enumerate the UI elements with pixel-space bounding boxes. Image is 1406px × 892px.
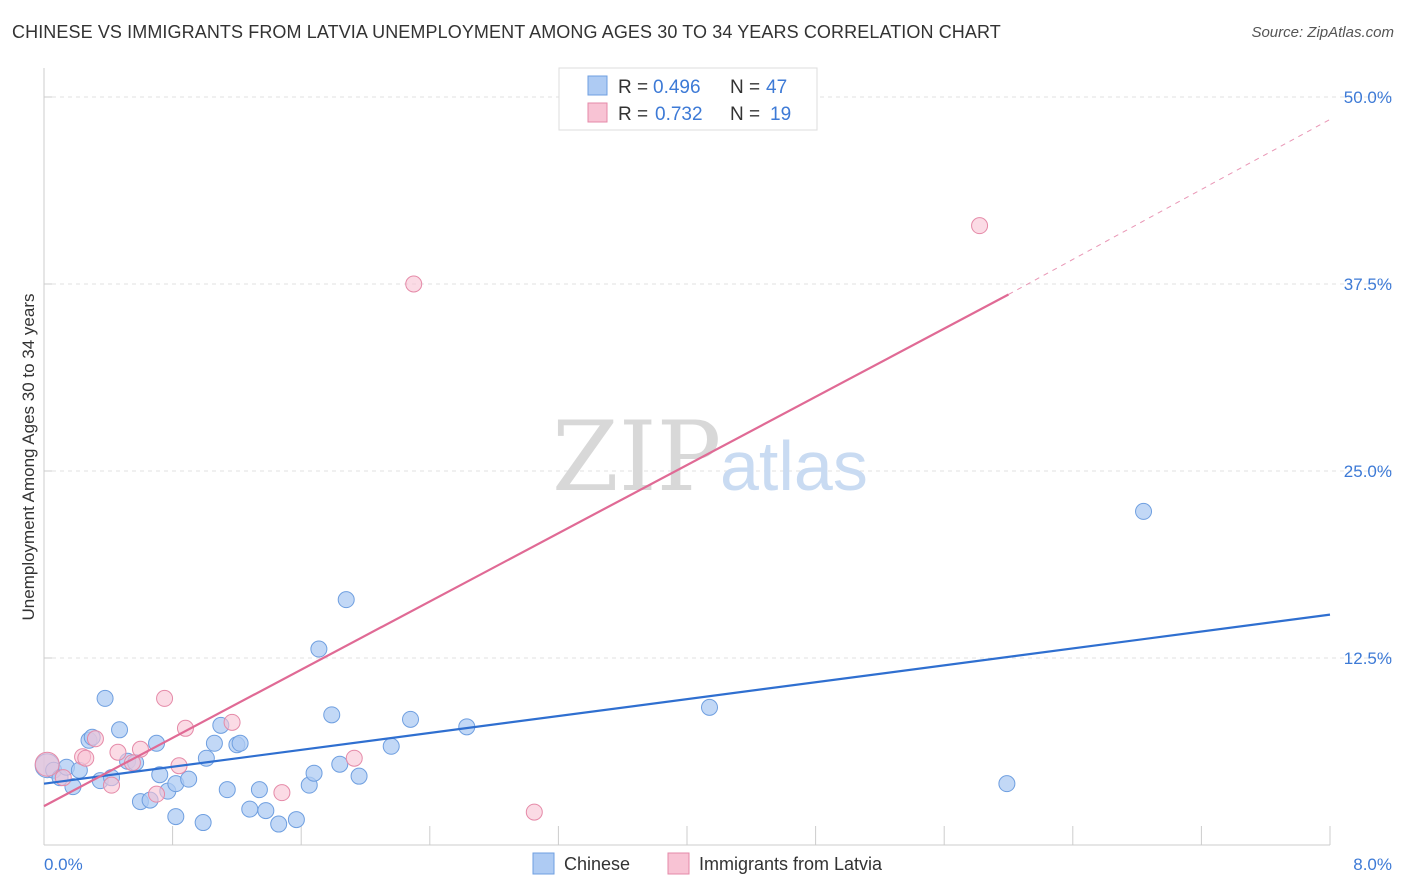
series-legend: Chinese Immigrants from Latvia [532,852,883,875]
watermark: ZIP atlas [552,401,868,513]
stats-legend: R = 0.496 N = 47 R = 0.732 N = 19 [558,67,818,131]
chinese-point-40 [350,767,368,785]
latvia-point-5 [109,743,127,761]
chinese-point-22 [194,814,212,832]
chinese-point-36 [310,640,328,658]
latvia-point-13 [273,784,291,802]
chinese-point-21 [180,770,198,788]
legend-swatch-chinese-bottom [532,852,555,875]
chart-title: CHINESE VS IMMIGRANTS FROM LATVIA UNEMPL… [12,22,1001,42]
chinese-point-42 [402,710,420,728]
legend-n-value-latvia: 19 [770,104,791,125]
legend-label-latvia: Immigrants from Latvia [699,854,883,874]
chinese-point-37 [323,706,341,724]
x-tick-labels: 0.0% 8.0% [44,855,1392,874]
y-axis-label: Unemployment Among Ages 30 to 34 years [19,294,38,621]
chinese-point-46 [1135,502,1153,520]
source-attribution: Source: ZipAtlas.com [1251,24,1394,41]
y-tick-labels: 12.5% 25.0% 37.5% 50.0% [1344,88,1392,668]
legend-r-value-chinese: 0.496 [653,77,701,98]
chinese-point-9 [96,689,114,707]
chinese-point-41 [382,737,400,755]
legend-swatch-chinese [587,75,608,96]
watermark-atlas: atlas [720,427,868,505]
latvia-point-16 [525,803,543,821]
legend-r-label-latvia: R = [618,104,648,125]
chinese-point-20 [167,808,185,826]
legend-r-value-latvia: 0.732 [655,104,703,125]
latvia-trend-extension [1008,119,1331,295]
latvia-point-12 [223,713,241,731]
chinese-point-38 [331,755,349,773]
x-tick-label-max: 8.0% [1353,855,1392,874]
y-tick-label-1: 25.0% [1344,462,1392,481]
grid-lines [44,96,1392,659]
chinese-trend-line [43,613,1331,785]
legend-swatch-latvia [587,102,608,123]
latvia-point-3 [86,730,104,748]
chinese-point-44 [701,698,719,716]
chinese-point-39 [337,591,355,609]
y-tick-label-3: 50.0% [1344,88,1392,107]
chinese-point-45 [998,775,1016,793]
legend-n-value-chinese: 47 [766,77,787,98]
legend-n-label-chinese: N = [730,77,760,98]
chinese-point-35 [305,764,323,782]
latvia-point-4 [103,776,121,794]
chinese-point-26 [218,781,236,799]
latvia-point-8 [148,785,166,803]
latvia-point-1 [54,769,72,787]
latvia-point-18 [77,749,95,767]
chinese-point-28 [231,734,249,752]
chinese-point-24 [205,734,223,752]
legend-n-label-latvia: N = [730,104,760,125]
chinese-point-11 [111,721,129,739]
watermark-zip: ZIP [552,401,721,513]
latvia-trend-line [43,293,1010,808]
chinese-point-17 [151,766,169,784]
chinese-point-31 [257,802,275,820]
y-tick-label-0: 12.5% [1344,649,1392,668]
x-tick-label-min: 0.0% [44,855,83,874]
latvia-point-17 [971,217,989,235]
axes [43,68,1331,846]
chinese-point-30 [250,781,268,799]
latvia-point-9 [156,689,174,707]
latvia-point-0 [34,751,60,777]
chinese-point-29 [241,800,259,818]
chinese-point-33 [287,811,305,829]
legend-r-label-chinese: R = [618,77,648,98]
latvia-point-14 [345,749,363,767]
latvia-point-15 [405,275,423,293]
legend-label-chinese: Chinese [564,854,630,874]
trend-lines [43,119,1331,808]
y-tick-label-2: 37.5% [1344,275,1392,294]
scatter-points [34,217,1153,833]
chinese-point-32 [270,815,288,833]
legend-swatch-latvia-bottom [667,852,690,875]
